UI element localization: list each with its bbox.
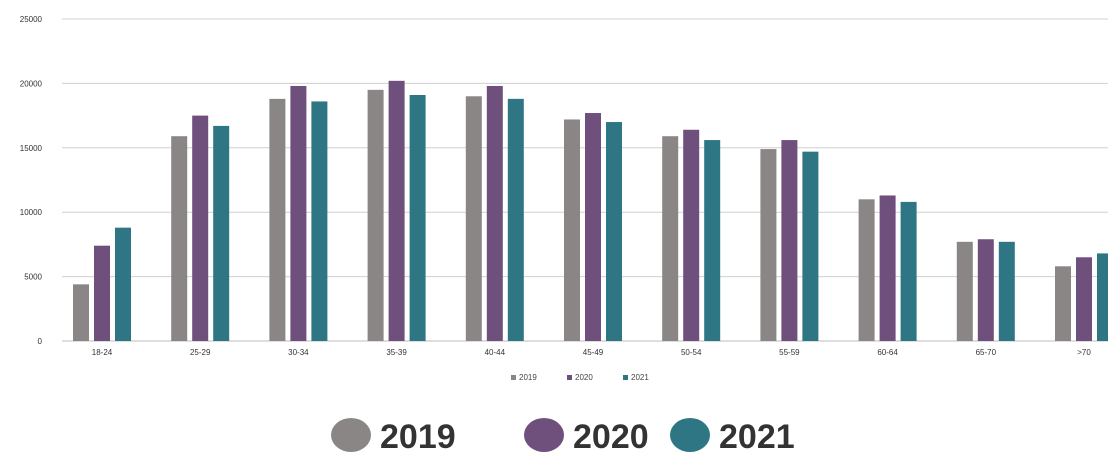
small-legend-swatch <box>623 375 628 380</box>
large-legend: 2019 2020 2021 <box>331 418 795 452</box>
y-tick-label: 15000 <box>20 144 43 153</box>
bar-2021-5 <box>606 122 622 341</box>
large-legend-swatch <box>331 418 371 452</box>
bar-2020-6 <box>683 129 700 341</box>
bar-2021-1 <box>213 125 230 342</box>
bar-2021-3 <box>409 94 426 341</box>
x-tick-label: 40-44 <box>485 348 506 357</box>
bar-2021-0 <box>115 227 131 341</box>
large-legend-swatch <box>524 418 564 452</box>
bars <box>73 80 1108 342</box>
bar-2021-6 <box>704 140 721 341</box>
bar-2020-4 <box>486 85 503 341</box>
large-legend-swatch <box>670 418 710 452</box>
small-legend: 2019 2020 2021 <box>511 373 649 382</box>
bar-2021-8 <box>900 201 917 341</box>
bar-2020-10 <box>1076 257 1092 341</box>
bar-2019-6 <box>662 136 679 341</box>
small-legend-label: 2021 <box>631 373 649 382</box>
bar-2020-5 <box>585 113 601 341</box>
bar-2021-9 <box>998 241 1015 341</box>
bar-2020-1 <box>192 115 209 341</box>
bar-2019-10 <box>1055 266 1071 341</box>
bar-2021-2 <box>311 101 328 341</box>
y-tick-label: 25000 <box>20 15 43 24</box>
bar-2019-1 <box>171 136 188 341</box>
bar-2019-0 <box>73 284 89 341</box>
small-legend-swatch <box>567 375 572 380</box>
bar-2020-2 <box>290 85 307 341</box>
bar-2019-5 <box>564 119 580 342</box>
large-legend-label: 2019 <box>380 418 456 452</box>
y-tick-label: 0 <box>38 337 43 346</box>
x-tick-label: 60-64 <box>877 348 898 357</box>
bar-2021-7 <box>802 151 819 341</box>
y-tick-label: 10000 <box>20 208 43 217</box>
x-tick-label: 50-54 <box>681 348 702 357</box>
x-tick-label: 55-59 <box>779 348 800 357</box>
x-tick-label: 25-29 <box>190 348 211 357</box>
x-tick-label: 35-39 <box>386 348 407 357</box>
small-legend-swatch <box>511 375 516 380</box>
bar-2019-8 <box>858 199 875 341</box>
bar-2020-0 <box>94 245 110 341</box>
x-tick-label: >70 <box>1077 348 1091 357</box>
bar-2021-10 <box>1097 253 1108 341</box>
bar-2020-8 <box>879 195 896 341</box>
bar-2020-3 <box>388 80 405 341</box>
small-legend-label: 2020 <box>575 373 593 382</box>
y-axis-ticks: 0 5000 10000 15000 20000 25000 <box>20 15 43 346</box>
small-legend-label: 2019 <box>519 373 537 382</box>
x-tick-label: 30-34 <box>288 348 309 357</box>
x-tick-label: 65-70 <box>976 348 997 357</box>
bar-2019-2 <box>269 98 286 341</box>
y-tick-label: 20000 <box>20 79 43 88</box>
large-legend-label: 2021 <box>719 418 795 452</box>
bar-2019-9 <box>956 241 973 341</box>
x-tick-label: 45-49 <box>583 348 604 357</box>
bar-2020-7 <box>781 140 798 341</box>
bar-2019-7 <box>760 149 777 341</box>
x-tick-label: 18-24 <box>92 348 113 357</box>
bar-2019-4 <box>465 96 482 341</box>
y-tick-label: 5000 <box>24 273 42 282</box>
bar-2019-3 <box>367 89 384 341</box>
x-axis-ticks: 18-24 25-29 30-34 35-39 40-44 45-49 50-54 55-59… <box>92 348 1092 357</box>
large-legend-label: 2020 <box>573 418 649 452</box>
bar-2021-4 <box>507 98 524 341</box>
bar-2020-9 <box>977 239 994 341</box>
